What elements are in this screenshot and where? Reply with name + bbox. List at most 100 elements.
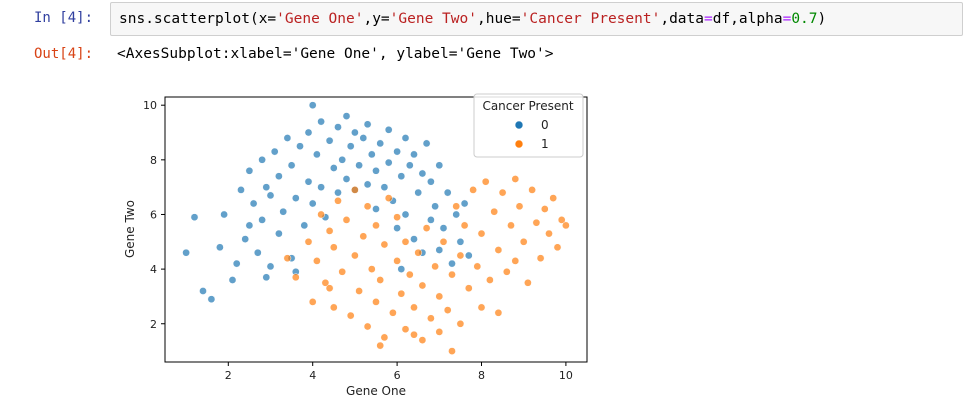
data-point-class-0 — [410, 235, 418, 243]
legend-marker-0 — [514, 120, 524, 130]
data-point-class-0 — [393, 224, 401, 232]
data-point-class-0 — [182, 248, 190, 257]
data-point-class-1 — [536, 254, 545, 263]
x-tick-label: 2 — [225, 369, 232, 382]
data-point-class-0 — [384, 158, 393, 167]
data-point-class-0 — [190, 213, 199, 222]
data-point-class-0 — [355, 161, 363, 170]
data-point-class-0 — [380, 183, 389, 192]
data-point-class-1 — [540, 205, 549, 213]
data-point-class-0 — [199, 287, 207, 295]
data-point-class-0 — [359, 134, 368, 142]
data-point-class-1 — [313, 257, 321, 265]
data-point-class-1 — [363, 202, 372, 211]
data-point-class-1 — [291, 273, 300, 282]
data-point-class-0 — [232, 259, 241, 268]
data-point-class-0 — [270, 147, 279, 156]
data-point-class-1 — [524, 278, 532, 287]
data-point-class-0 — [431, 202, 439, 211]
data-point-class-1 — [511, 175, 520, 183]
code-data-val: df, — [712, 11, 739, 27]
code-hue-val: 'Cancer Present' — [520, 11, 661, 27]
data-point-class-0 — [397, 172, 406, 181]
data-point-class-0 — [418, 169, 427, 178]
data-point-class-1 — [557, 216, 566, 224]
data-point-class-1 — [562, 221, 570, 230]
code-data-eq: = — [703, 11, 713, 27]
data-point-class-0 — [346, 142, 355, 151]
data-point-class-0 — [397, 265, 406, 273]
code-sep: , — [363, 11, 373, 27]
data-point-class-0 — [367, 150, 376, 159]
data-point-class-0 — [291, 194, 300, 202]
legend-label-1: 1 — [541, 137, 549, 151]
data-point-class-0 — [220, 210, 228, 219]
code-x-val: 'Gene One' — [276, 11, 364, 27]
data-point-class-0 — [245, 221, 254, 230]
data-point-class-0 — [452, 210, 461, 219]
y-tick-label: 10 — [143, 99, 157, 112]
data-point-class-0 — [384, 125, 393, 134]
data-point-class-1 — [384, 194, 393, 202]
data-point-class-1 — [456, 251, 465, 260]
data-point-class-0 — [279, 207, 288, 216]
data-point-class-0 — [329, 164, 338, 172]
x-tick-label: 4 — [309, 369, 316, 382]
data-point-class-0 — [334, 188, 342, 197]
code-sep: , — [476, 11, 486, 27]
data-point-class-0 — [439, 224, 448, 232]
data-point-class-1 — [439, 237, 448, 246]
data-point-class-0 — [342, 112, 351, 120]
data-point-class-0 — [401, 134, 410, 142]
data-point-class-1 — [405, 270, 414, 279]
code-line: sns.scatterplot(x='Gene One',y='Gene Two… — [119, 9, 826, 29]
data-point-class-0 — [304, 128, 313, 137]
code-input-cell[interactable]: sns.scatterplot(x='Gene One',y='Gene Two… — [110, 2, 963, 36]
data-point-class-0 — [456, 237, 465, 246]
data-point-class-1 — [448, 347, 456, 355]
data-point-class-0 — [410, 150, 418, 159]
legend-marker-1 — [514, 139, 524, 149]
data-point-class-1 — [351, 186, 359, 194]
data-point-class-1 — [511, 257, 520, 265]
data-point-class-0 — [376, 139, 385, 148]
plot-frame — [164, 96, 588, 363]
data-point-class-1 — [393, 257, 401, 265]
data-point-class-1 — [477, 303, 486, 312]
data-point-class-1 — [460, 221, 469, 230]
data-point-class-1 — [431, 262, 439, 271]
legend-label-0: 0 — [541, 118, 549, 132]
data-point-class-1 — [355, 287, 363, 295]
data-point-class-0 — [414, 188, 423, 197]
data-point-class-0 — [317, 117, 325, 126]
data-point-class-1 — [435, 292, 444, 301]
output-text: <AxesSubplot:xlabel='Gene One', ylabel='… — [117, 46, 554, 62]
y-tick-label: 8 — [150, 154, 157, 167]
data-point-class-0 — [207, 295, 216, 304]
data-point-class-1 — [528, 186, 536, 194]
legend: Cancer Present 0 1 — [473, 93, 584, 158]
data-point-class-0 — [258, 155, 266, 164]
y-tick-label: 6 — [150, 208, 157, 221]
data-point-class-1 — [418, 336, 427, 344]
data-point-class-1 — [393, 213, 401, 222]
data-point-class-1 — [435, 328, 444, 336]
data-point-class-1 — [507, 221, 515, 230]
data-point-class-0 — [300, 221, 309, 230]
x-axis-label: Gene One — [346, 384, 406, 398]
data-point-class-1 — [304, 237, 313, 246]
data-point-class-0 — [249, 199, 258, 208]
y-tick-label: 2 — [150, 318, 157, 331]
data-point-class-1 — [456, 319, 465, 328]
data-point-class-0 — [393, 147, 401, 156]
data-point-class-0 — [435, 246, 444, 254]
data-point-class-0 — [253, 248, 262, 257]
data-point-class-1 — [519, 237, 528, 246]
points-layer — [182, 101, 570, 355]
data-point-class-1 — [283, 254, 292, 263]
data-point-class-1 — [389, 308, 397, 317]
data-point-class-0 — [405, 161, 414, 170]
data-point-class-1 — [317, 210, 325, 219]
data-point-class-1 — [494, 308, 503, 317]
